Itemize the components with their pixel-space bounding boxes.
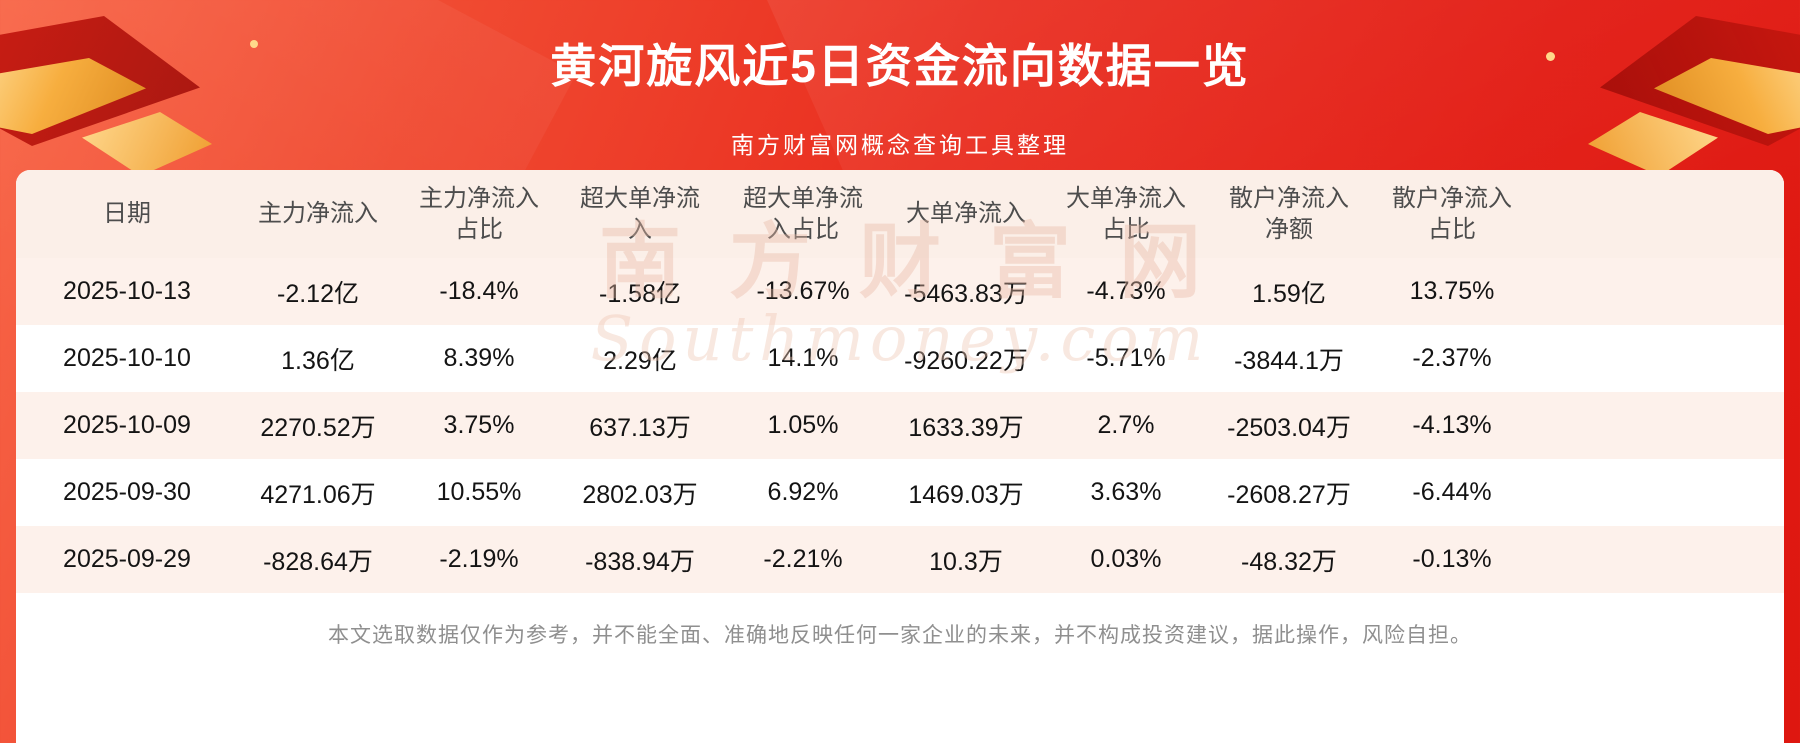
value-cell: -2.37% bbox=[1412, 344, 1492, 372]
value-cell: 14.1% bbox=[767, 344, 839, 372]
value-cell: 1.59亿 bbox=[1252, 279, 1326, 308]
value-cell: -1.58亿 bbox=[599, 279, 681, 308]
table-row: 2025-09-30 4271.06万 10.55% 2802.03万 6.92% 146… bbox=[16, 459, 1784, 526]
value-cell: 637.13万 bbox=[589, 413, 691, 442]
value-cell: 1633.39万 bbox=[908, 413, 1024, 442]
value-cell: 1.36亿 bbox=[281, 346, 355, 375]
value-cell: -6.44% bbox=[1412, 478, 1492, 506]
spacer-cell bbox=[1532, 526, 1784, 593]
date-cell: 2025-09-30 bbox=[63, 478, 191, 506]
date-cell: 2025-10-09 bbox=[63, 411, 191, 439]
banner: 黄河旋风近5日资金流向数据一览 南方财富网概念查询工具整理 bbox=[0, 0, 1800, 170]
value-cell: -838.94万 bbox=[585, 547, 695, 576]
spacer-cell bbox=[1532, 392, 1784, 459]
value-cell: -828.64万 bbox=[263, 547, 373, 576]
spacer-cell bbox=[1532, 325, 1784, 392]
value-cell: 4271.06万 bbox=[260, 480, 376, 509]
value-cell: 1469.03万 bbox=[908, 480, 1024, 509]
value-cell: 2802.03万 bbox=[582, 480, 698, 509]
column-header: 散户净流入净额 bbox=[1229, 184, 1349, 243]
value-cell: -18.4% bbox=[439, 277, 519, 305]
table-body: 2025-10-13 -2.12亿 -18.4% -1.58亿 -13.67% -5463… bbox=[16, 258, 1784, 593]
header-row: 日期 主力净流入 主力净流入占比 超大单净流入 超大单净流入占比 大单净流入 大单净流入占比… bbox=[16, 170, 1784, 258]
value-cell: -4.13% bbox=[1412, 411, 1492, 439]
value-cell: 8.39% bbox=[443, 344, 515, 372]
column-header: 散户净流入占比 bbox=[1392, 184, 1512, 243]
value-cell: -2503.04万 bbox=[1227, 413, 1351, 442]
value-cell: 0.03% bbox=[1090, 545, 1162, 573]
value-cell: -2608.27万 bbox=[1227, 480, 1351, 509]
spacer-cell bbox=[1532, 459, 1784, 526]
spark-dot-decoration bbox=[250, 40, 258, 48]
value-cell: -4.73% bbox=[1086, 277, 1166, 305]
date-cell: 2025-10-10 bbox=[63, 344, 191, 372]
column-header: 主力净流入占比 bbox=[419, 184, 539, 243]
column-header: 日期 bbox=[103, 200, 151, 228]
column-header: 大单净流入 bbox=[906, 200, 1026, 228]
value-cell: -48.32万 bbox=[1241, 547, 1337, 576]
value-cell: 13.75% bbox=[1409, 277, 1495, 305]
column-header: 超大单净流入 bbox=[580, 184, 700, 243]
table-row: 2025-10-13 -2.12亿 -18.4% -1.58亿 -13.67% -5463… bbox=[16, 258, 1784, 325]
table-row: 2025-10-10 1.36亿 8.39% 2.29亿 14.1% -9260.22万 -… bbox=[16, 325, 1784, 392]
spark-dot-decoration bbox=[1546, 52, 1555, 61]
value-cell: 2270.52万 bbox=[260, 413, 376, 442]
value-cell: 3.63% bbox=[1090, 478, 1162, 506]
value-cell: -5463.83万 bbox=[904, 279, 1028, 308]
value-cell: 3.75% bbox=[443, 411, 515, 439]
gold-ribbon-decoration-left bbox=[0, 16, 290, 206]
fund-flow-table: 日期 主力净流入 主力净流入占比 超大单净流入 超大单净流入占比 大单净流入 大单净流入占比… bbox=[16, 170, 1784, 593]
value-cell: -13.67% bbox=[756, 277, 850, 305]
value-cell: -9260.22万 bbox=[904, 346, 1028, 375]
value-cell: 10.3万 bbox=[929, 547, 1003, 576]
value-cell: -5.71% bbox=[1086, 344, 1166, 372]
table-row: 2025-10-09 2270.52万 3.75% 637.13万 1.05% 1633.… bbox=[16, 392, 1784, 459]
value-cell: 1.05% bbox=[767, 411, 839, 439]
fund-flow-table-card: 日期 主力净流入 主力净流入占比 超大单净流入 超大单净流入占比 大单净流入 大单净流入占比… bbox=[16, 170, 1784, 743]
spacer-cell bbox=[1532, 170, 1784, 258]
page-title: 黄河旋风近5日资金流向数据一览 bbox=[550, 40, 1250, 92]
value-cell: -2.21% bbox=[763, 545, 843, 573]
table-row: 2025-09-29 -828.64万 -2.19% -838.94万 -2.21% 10… bbox=[16, 526, 1784, 593]
value-cell: -2.19% bbox=[439, 545, 519, 573]
page-subtitle: 南方财富网概念查询工具整理 bbox=[731, 132, 1069, 158]
table-header: 日期 主力净流入 主力净流入占比 超大单净流入 超大单净流入占比 大单净流入 大单净流入占比… bbox=[16, 170, 1784, 258]
value-cell: 6.92% bbox=[767, 478, 839, 506]
value-cell: 2.29亿 bbox=[603, 346, 677, 375]
column-header: 大单净流入占比 bbox=[1066, 184, 1186, 243]
column-header: 超大单净流入占比 bbox=[743, 184, 863, 243]
value-cell: -3844.1万 bbox=[1234, 346, 1344, 375]
value-cell: 2.7% bbox=[1097, 411, 1155, 439]
value-cell: -2.12亿 bbox=[277, 279, 359, 308]
date-cell: 2025-09-29 bbox=[63, 545, 191, 573]
column-header: 主力净流入 bbox=[258, 200, 378, 228]
value-cell: -0.13% bbox=[1412, 545, 1492, 573]
spacer-cell bbox=[1532, 258, 1784, 325]
disclaimer-text: 本文选取数据仅作为参考，并不能全面、准确地反映任何一家企业的未来，并不构成投资建… bbox=[328, 624, 1472, 647]
value-cell: 10.55% bbox=[436, 478, 522, 506]
date-cell: 2025-10-13 bbox=[63, 277, 191, 305]
